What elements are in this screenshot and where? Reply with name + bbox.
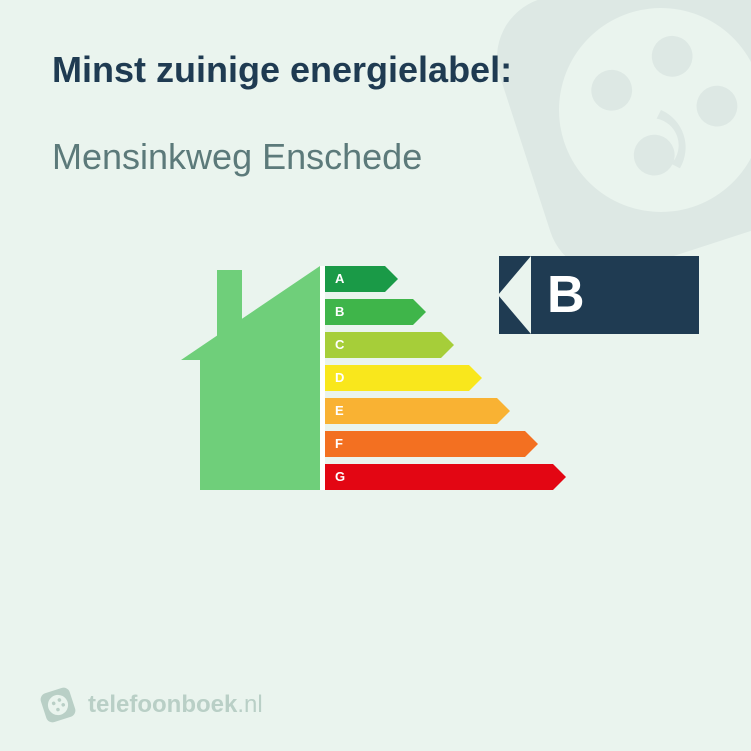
footer-brand-text: telefoonboek.nl <box>88 691 263 719</box>
energy-bar-d <box>325 365 482 391</box>
footer-brand-light: .nl <box>237 691 262 718</box>
energy-chart-area: A B C D E F G B <box>52 248 699 508</box>
energy-bar-label-d: D <box>335 370 344 385</box>
footer-brand: telefoonboek.nl <box>40 687 263 723</box>
energy-bar-label-a: A <box>335 271 345 286</box>
chart-divider <box>320 266 325 490</box>
telefoonboek-logo-icon <box>40 687 76 723</box>
page-title: Minst zuinige energielabel: <box>52 48 699 91</box>
energy-bar-g <box>325 464 566 490</box>
house-icon <box>181 266 320 490</box>
energy-bar-f <box>325 431 538 457</box>
energy-bar-label-f: F <box>335 436 343 451</box>
energy-bar-label-e: E <box>335 403 344 418</box>
energy-bar-label-g: G <box>335 469 345 484</box>
result-badge-letter: B <box>547 265 585 325</box>
footer-brand-bold: telefoonboek <box>88 691 237 718</box>
address-subtitle: Mensinkweg Enschede <box>52 135 699 178</box>
energy-bar-e <box>325 398 510 424</box>
energy-bar-label-c: C <box>335 337 345 352</box>
energy-bar-label-b: B <box>335 304 344 319</box>
result-badge: B <box>499 256 699 334</box>
